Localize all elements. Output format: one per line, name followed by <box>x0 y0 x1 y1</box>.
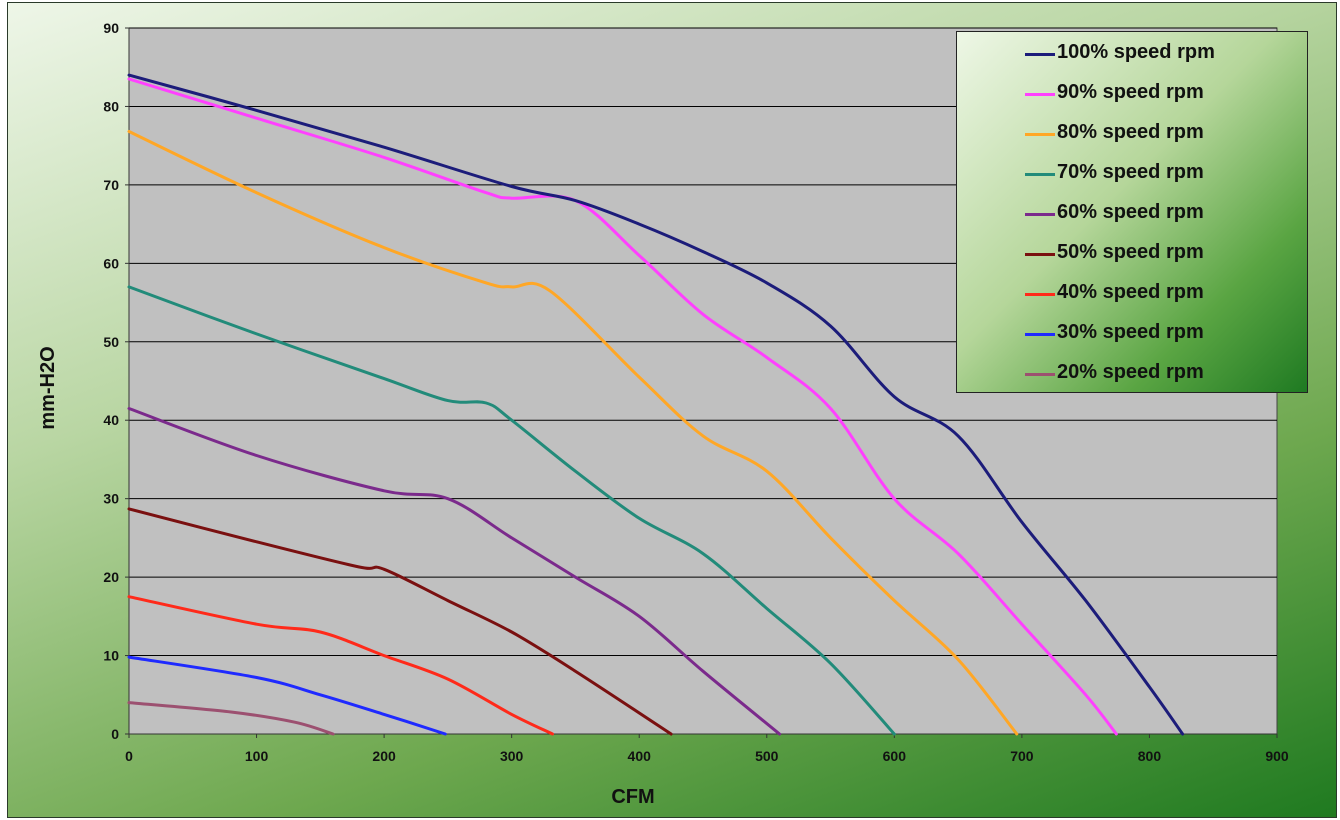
legend-swatch <box>1025 93 1055 96</box>
y-tick-label: 80 <box>103 98 119 114</box>
x-tick-label: 500 <box>755 748 779 764</box>
legend-label: 50% speed rpm <box>1057 241 1204 263</box>
x-tick-label: 300 <box>500 748 524 764</box>
y-tick-label: 30 <box>103 491 119 507</box>
legend-swatch <box>1025 173 1055 176</box>
series-line-30-percent <box>127 655 447 736</box>
series-line-70-percent <box>127 285 896 736</box>
y-tick-label: 10 <box>103 648 119 664</box>
y-tick-label: 0 <box>111 726 119 742</box>
legend-swatch <box>1025 373 1055 376</box>
x-tick-label: 700 <box>1010 748 1034 764</box>
x-tick-label: 400 <box>628 748 652 764</box>
x-axis-title: CFM <box>611 786 654 808</box>
y-tick-label: 20 <box>103 569 119 585</box>
x-tick-label: 800 <box>1138 748 1162 764</box>
series-line-60-percent <box>127 407 781 736</box>
chart-frame: 0 10 20 30 40 50 60 70 80 90 0 100 200 300 400 500 600 70… <box>7 2 1337 818</box>
x-tick-label: 900 <box>1265 748 1289 764</box>
legend-label: 30% speed rpm <box>1057 321 1204 343</box>
legend-item-50-percent: 50% speed rpm <box>957 235 1309 275</box>
legend-swatch <box>1025 253 1055 256</box>
y-tick-label: 50 <box>103 334 119 350</box>
legend: 100% speed rpm 90% speed rpm 80% speed rpm… <box>956 31 1308 393</box>
legend-label: 90% speed rpm <box>1057 81 1204 103</box>
legend-item-90-percent: 90% speed rpm <box>957 75 1309 115</box>
legend-item-100-percent: 100% speed rpm <box>957 35 1309 75</box>
series-line-40-percent <box>127 595 554 736</box>
x-tick-label: 200 <box>372 748 396 764</box>
legend-swatch <box>1025 293 1055 296</box>
legend-swatch <box>1025 333 1055 336</box>
y-tick-label: 70 <box>103 177 119 193</box>
x-tick-label: 600 <box>883 748 907 764</box>
series-line-20-percent <box>127 701 335 736</box>
y-tick-label: 60 <box>103 255 119 271</box>
x-tick-label: 0 <box>125 748 133 764</box>
legend-swatch <box>1025 133 1055 136</box>
legend-item-60-percent: 60% speed rpm <box>957 195 1309 235</box>
legend-swatch <box>1025 213 1055 216</box>
series-line-80-percent <box>127 130 1019 736</box>
legend-item-30-percent: 30% speed rpm <box>957 315 1309 355</box>
legend-label: 80% speed rpm <box>1057 121 1204 143</box>
legend-item-40-percent: 40% speed rpm <box>957 275 1309 315</box>
legend-item-20-percent: 20% speed rpm <box>957 355 1309 395</box>
series-line-50-percent <box>127 507 673 736</box>
legend-label: 70% speed rpm <box>1057 161 1204 183</box>
legend-label: 20% speed rpm <box>1057 361 1204 383</box>
legend-label: 40% speed rpm <box>1057 281 1204 303</box>
x-tick-label: 100 <box>245 748 269 764</box>
legend-item-70-percent: 70% speed rpm <box>957 155 1309 195</box>
legend-label: 60% speed rpm <box>1057 201 1204 223</box>
y-axis-title: mm-H2O <box>37 346 59 429</box>
legend-item-80-percent: 80% speed rpm <box>957 115 1309 155</box>
series-line-90-percent <box>127 77 1118 736</box>
series-line-100-percent <box>127 73 1185 736</box>
y-tick-label: 90 <box>103 20 119 36</box>
y-tick-label: 40 <box>103 412 119 428</box>
legend-swatch <box>1025 53 1055 56</box>
legend-label: 100% speed rpm <box>1057 41 1215 63</box>
